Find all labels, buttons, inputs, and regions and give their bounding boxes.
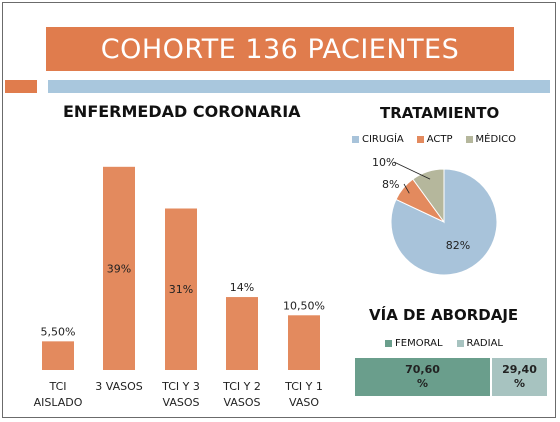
segment-femoral: 70,60 % (354, 357, 491, 397)
bar-chart-title: ENFERMEDAD CORONARIA (63, 102, 301, 121)
bar-2 (165, 208, 197, 370)
stacked-chart-title: VÍA DE ABORDAJE (369, 306, 519, 324)
stacked-legend: FEMORAL RADIAL (385, 338, 503, 349)
category-label: AISLADO (34, 396, 83, 409)
legend-label-medico: MÉDICO (475, 134, 516, 145)
bar-1 (103, 166, 135, 370)
bar-value-label: 31% (169, 283, 193, 296)
category-label: TCI (49, 380, 67, 393)
pie-leader-line (393, 161, 431, 180)
category-label: VASOS (224, 396, 261, 409)
category-label: 3 VASOS (95, 380, 142, 393)
stacked-bar: 70,60 % 29,40 % (354, 357, 548, 397)
pie-leader-line (403, 183, 410, 194)
bar-value-label: 39% (107, 262, 131, 275)
category-label: TCI Y 2 (222, 380, 261, 393)
segment-radial-value: 29,40 (502, 363, 537, 376)
bar-value-label: 14% (230, 281, 254, 294)
category-label: VASOS (163, 396, 200, 409)
category-label: VASO (289, 396, 319, 409)
segment-radial: 29,40 % (490, 357, 548, 397)
category-label: TCI Y 1 (284, 380, 323, 393)
pie-label: 10% (372, 156, 396, 169)
bar-3 (226, 297, 258, 370)
legend-label-actp: ACTP (426, 134, 453, 145)
slide-title: COHORTE 136 PACIENTES (46, 27, 514, 71)
pie-label: 82% (446, 239, 470, 252)
legend-swatch-medico (465, 136, 473, 143)
accent-bar-right (48, 80, 550, 93)
segment-radial-unit: % (513, 377, 525, 390)
pie-legend: CIRUGÍA ACTP MÉDICO (352, 134, 516, 145)
legend-label-cirugia: CIRUGÍA (362, 134, 404, 145)
legend-label-radial: RADIAL (466, 338, 503, 349)
legend-swatch-femoral (385, 340, 392, 347)
legend-swatch-radial (456, 340, 464, 347)
accent-bar-left (5, 80, 37, 93)
pie-slice-2 (412, 168, 445, 224)
bar-0 (42, 341, 74, 370)
category-label: TCI Y 3 (161, 380, 200, 393)
bar-value-label: 5,50% (41, 325, 76, 338)
legend-label-femoral: FEMORAL (395, 338, 443, 349)
legend-swatch-cirugia (352, 136, 359, 143)
legend-swatch-actp (416, 136, 424, 143)
segment-femoral-unit: % (416, 377, 428, 390)
pie-chart-title: TRATAMIENTO (380, 104, 500, 122)
segment-femoral-value: 70,60 (405, 363, 440, 376)
bar-value-label: 10,50% (283, 299, 325, 312)
bar-4 (288, 315, 320, 370)
pie-label: 8% (382, 178, 399, 191)
